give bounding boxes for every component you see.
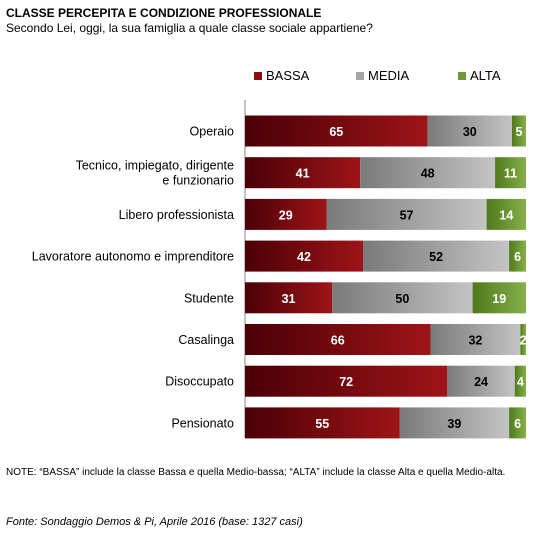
data-label-alta: 4 [517, 375, 524, 389]
bar-segment-bassa [245, 240, 364, 272]
bar-segment-media [447, 365, 515, 397]
bar-segment-bassa [245, 115, 428, 147]
category-label: Tecnico, impiegato, dirigente e funzionar… [76, 159, 234, 188]
legend-swatch-media [356, 71, 364, 80]
data-label-media: 57 [400, 208, 414, 222]
note: NOTE: “BASSA” include la classe Bassa e … [6, 467, 506, 478]
bar-segment-bassa [245, 407, 400, 439]
category-label: Libero professionista [119, 208, 234, 222]
data-label-alta: 19 [492, 292, 506, 306]
bar-segment-media [427, 115, 512, 147]
data-label-alta: 11 [504, 167, 517, 181]
bar-segment-alta [509, 240, 526, 272]
data-label-alta: 6 [514, 417, 521, 431]
category-label: Lavoratore autonomo e imprenditore [32, 250, 234, 264]
data-label-bassa: 29 [279, 208, 293, 222]
data-label-media: 50 [395, 292, 409, 306]
bar-segment-bassa [245, 282, 333, 314]
category-label: Casalinga [178, 333, 234, 347]
bar-segment-media [430, 324, 521, 355]
data-label-alta: 6 [514, 250, 521, 264]
legend-swatch-bassa [254, 71, 262, 80]
data-label-media: 39 [447, 417, 461, 431]
data-label-bassa: 66 [331, 334, 345, 348]
data-label-bassa: 55 [315, 417, 329, 431]
bar-segment-alta [511, 115, 526, 147]
data-label-alta: 2 [520, 334, 527, 348]
bar-segment-alta [509, 407, 526, 439]
bar-segment-media [360, 157, 496, 189]
data-label-bassa: 31 [282, 292, 296, 306]
bar-segment-alta [486, 198, 526, 230]
legend-item-bassa: BASSA [254, 68, 309, 83]
chart-title: CLASSE PERCEPITA E CONDIZIONE PROFESSION… [6, 6, 322, 20]
bar-segment-media [363, 240, 510, 272]
data-label-media: 24 [474, 375, 488, 389]
data-label-alta: 14 [499, 208, 513, 222]
data-label-media: 48 [421, 167, 435, 181]
chart-subtitle: Secondo Lei, oggi, la sua famiglia a qua… [6, 21, 373, 35]
bar-segment-media [399, 407, 510, 439]
bar-segment-media [332, 282, 473, 314]
legend-label-bassa: BASSA [266, 68, 310, 83]
category-label: Disoccupato [165, 375, 234, 389]
legend: BASSA MEDIA ALTA [0, 68, 547, 84]
data-label-bassa: 41 [296, 167, 310, 181]
category-label: Pensionato [171, 416, 234, 430]
data-label-bassa: 42 [297, 250, 311, 264]
bar-segment-alta [514, 365, 526, 397]
bar-segment-alta [495, 157, 526, 189]
category-label: Studente [184, 291, 234, 305]
data-label-media: 32 [468, 334, 482, 348]
legend-label-alta: ALTA [470, 68, 501, 83]
bar-segment-bassa [245, 198, 327, 230]
bar-segment-bassa [245, 324, 431, 355]
source: Fonte: Sondaggio Demos & Pi, Aprile 2016… [6, 516, 303, 528]
bar-segment-alta [520, 324, 526, 355]
data-label-media: 30 [463, 125, 477, 139]
bar-segment-bassa [245, 157, 361, 189]
legend-item-alta: ALTA [458, 68, 501, 83]
data-label-bassa: 65 [329, 125, 343, 139]
bar-segment-bassa [245, 365, 448, 397]
legend-item-media: MEDIA [356, 68, 409, 83]
data-label-media: 52 [429, 250, 443, 264]
data-label-alta: 5 [515, 125, 522, 139]
bar-segment-alta [472, 282, 526, 314]
legend-label-media: MEDIA [368, 68, 410, 83]
legend-swatch-alta [458, 71, 466, 80]
stacked-bar-chart: Operaio 65 30 5 Tecnico, impiegato, dirigent… [32, 100, 527, 439]
category-label: Operaio [190, 125, 235, 139]
data-label-bassa: 72 [339, 375, 353, 389]
bar-segment-media [326, 198, 487, 230]
